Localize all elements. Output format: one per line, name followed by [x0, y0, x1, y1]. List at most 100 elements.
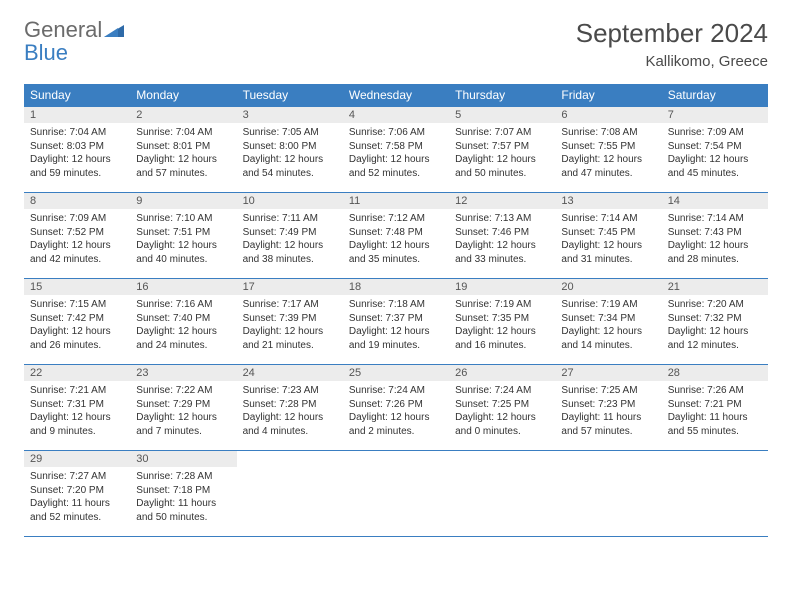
sunrise-text: Sunrise: 7:21 AM	[30, 384, 124, 398]
calendar-cell: 30Sunrise: 7:28 AMSunset: 7:18 PMDayligh…	[130, 451, 236, 537]
day-number: 28	[662, 365, 768, 381]
calendar-cell: 22Sunrise: 7:21 AMSunset: 7:31 PMDayligh…	[24, 365, 130, 451]
sunset-text: Sunset: 7:26 PM	[349, 398, 443, 412]
daylight-text-1: Daylight: 12 hours	[243, 239, 337, 253]
day-number: 10	[237, 193, 343, 209]
daylight-text-2: and 52 minutes.	[349, 167, 443, 181]
daylight-text-2: and 52 minutes.	[30, 511, 124, 525]
daylight-text-2: and 24 minutes.	[136, 339, 230, 353]
sunset-text: Sunset: 7:35 PM	[455, 312, 549, 326]
day-number: 6	[555, 107, 661, 123]
calendar-cell: 11Sunrise: 7:12 AMSunset: 7:48 PMDayligh…	[343, 193, 449, 279]
day-number: 29	[24, 451, 130, 467]
sunrise-text: Sunrise: 7:04 AM	[30, 126, 124, 140]
daylight-text-1: Daylight: 12 hours	[668, 153, 762, 167]
day-details: Sunrise: 7:08 AMSunset: 7:55 PMDaylight:…	[555, 123, 661, 186]
weekday-header: Tuesday	[237, 84, 343, 107]
daylight-text-2: and 50 minutes.	[136, 511, 230, 525]
daylight-text-1: Daylight: 12 hours	[349, 153, 443, 167]
sunrise-text: Sunrise: 7:20 AM	[668, 298, 762, 312]
day-details: Sunrise: 7:04 AMSunset: 8:03 PMDaylight:…	[24, 123, 130, 186]
day-details: Sunrise: 7:26 AMSunset: 7:21 PMDaylight:…	[662, 381, 768, 444]
calendar-cell	[555, 451, 661, 537]
day-details: Sunrise: 7:09 AMSunset: 7:54 PMDaylight:…	[662, 123, 768, 186]
day-number: 1	[24, 107, 130, 123]
month-title: September 2024	[576, 18, 768, 49]
calendar-cell: 2Sunrise: 7:04 AMSunset: 8:01 PMDaylight…	[130, 107, 236, 193]
page: General Blue September 2024 Kallikomo, G…	[0, 0, 792, 555]
calendar-cell: 13Sunrise: 7:14 AMSunset: 7:45 PMDayligh…	[555, 193, 661, 279]
calendar-cell: 1Sunrise: 7:04 AMSunset: 8:03 PMDaylight…	[24, 107, 130, 193]
calendar-row: 15 Sunrise: 7:15 AMSunset: 7:42 PM Dayligh…	[24, 279, 768, 365]
day-number: 27	[555, 365, 661, 381]
daylight-text-2: and 50 minutes.	[455, 167, 549, 181]
sunset-text: Sunset: 7:29 PM	[136, 398, 230, 412]
calendar-cell: 3Sunrise: 7:05 AMSunset: 8:00 PMDaylight…	[237, 107, 343, 193]
daylight-text-1: Daylight: 12 hours	[561, 239, 655, 253]
daylight-text-1: Daylight: 11 hours	[561, 411, 655, 425]
daylight-text-2: and 59 minutes.	[30, 167, 124, 181]
sunset-text: Sunset: 8:01 PM	[136, 140, 230, 154]
daylight-text-1: Daylight: 12 hours	[561, 325, 655, 339]
sunrise-text: Sunrise: 7:05 AM	[243, 126, 337, 140]
calendar-cell: 18Sunrise: 7:18 AMSunset: 7:37 PMDayligh…	[343, 279, 449, 365]
sunset-text: Sunset: 7:28 PM	[243, 398, 337, 412]
sunset-text: Sunset: 7:32 PM	[668, 312, 762, 326]
sunrise-text: Sunrise: 7:14 AM	[561, 212, 655, 226]
sunset-text: Sunset: 7:18 PM	[136, 484, 230, 498]
daylight-text-1: Daylight: 11 hours	[30, 497, 124, 511]
calendar-cell: 17Sunrise: 7:17 AMSunset: 7:39 PMDayligh…	[237, 279, 343, 365]
sunset-text: Sunset: 7:45 PM	[561, 226, 655, 240]
sunrise-text: Sunrise: 7:27 AM	[30, 470, 124, 484]
sunset-text: Sunset: 7:23 PM	[561, 398, 655, 412]
day-details: Sunrise: 7:13 AMSunset: 7:46 PMDaylight:…	[449, 209, 555, 272]
calendar-cell: 21Sunrise: 7:20 AMSunset: 7:32 PMDayligh…	[662, 279, 768, 365]
daylight-text-2: and 54 minutes.	[243, 167, 337, 181]
calendar-cell	[662, 451, 768, 537]
weekday-header: Thursday	[449, 84, 555, 107]
daylight-text-2: and 16 minutes.	[455, 339, 549, 353]
calendar-cell	[449, 451, 555, 537]
day-number: 23	[130, 365, 236, 381]
daylight-text-1: Daylight: 12 hours	[30, 239, 124, 253]
daylight-text-2: and 31 minutes.	[561, 253, 655, 267]
title-block: September 2024 Kallikomo, Greece	[576, 18, 768, 70]
calendar-cell: 9Sunrise: 7:10 AMSunset: 7:51 PMDaylight…	[130, 193, 236, 279]
calendar-cell: 15Sunrise: 7:15 AMSunset: 7:42 PMDayligh…	[24, 279, 130, 365]
daylight-text-2: and 12 minutes.	[668, 339, 762, 353]
calendar-cell: 8Sunrise: 7:09 AMSunset: 7:52 PMDaylight…	[24, 193, 130, 279]
sunrise-text: Sunrise: 7:25 AM	[561, 384, 655, 398]
daylight-text-2: and 26 minutes.	[30, 339, 124, 353]
sunset-text: Sunset: 8:00 PM	[243, 140, 337, 154]
day-number: 12	[449, 193, 555, 209]
day-details: Sunrise: 7:16 AMSunset: 7:40 PMDaylight:…	[130, 295, 236, 358]
day-details: Sunrise: 7:24 AMSunset: 7:25 PMDaylight:…	[449, 381, 555, 444]
sunrise-text: Sunrise: 7:15 AM	[30, 298, 124, 312]
calendar-cell	[343, 451, 449, 537]
daylight-text-2: and 38 minutes.	[243, 253, 337, 267]
sunrise-text: Sunrise: 7:26 AM	[668, 384, 762, 398]
daylight-text-1: Daylight: 12 hours	[243, 153, 337, 167]
day-details: Sunrise: 7:11 AMSunset: 7:49 PMDaylight:…	[237, 209, 343, 272]
day-number: 21	[662, 279, 768, 295]
weekday-header: Friday	[555, 84, 661, 107]
logo-line1: General	[24, 17, 102, 42]
day-number: 15	[24, 279, 130, 295]
daylight-text-2: and 33 minutes.	[455, 253, 549, 267]
sunset-text: Sunset: 7:58 PM	[349, 140, 443, 154]
calendar-cell: 14Sunrise: 7:14 AMSunset: 7:43 PMDayligh…	[662, 193, 768, 279]
day-details: Sunrise: 7:24 AMSunset: 7:26 PMDaylight:…	[343, 381, 449, 444]
day-details: Sunrise: 7:07 AMSunset: 7:57 PMDaylight:…	[449, 123, 555, 186]
calendar-row: 1Sunrise: 7:04 AMSunset: 8:03 PMDaylight…	[24, 107, 768, 193]
daylight-text-1: Daylight: 12 hours	[455, 325, 549, 339]
sunrise-text: Sunrise: 7:22 AM	[136, 384, 230, 398]
calendar-cell: 5Sunrise: 7:07 AMSunset: 7:57 PMDaylight…	[449, 107, 555, 193]
calendar-cell: 16Sunrise: 7:16 AMSunset: 7:40 PMDayligh…	[130, 279, 236, 365]
sunrise-text: Sunrise: 7:07 AM	[455, 126, 549, 140]
sunrise-text: Sunrise: 7:24 AM	[349, 384, 443, 398]
sunset-text: Sunset: 8:03 PM	[30, 140, 124, 154]
calendar-row: 22Sunrise: 7:21 AMSunset: 7:31 PMDayligh…	[24, 365, 768, 451]
day-number: 4	[343, 107, 449, 123]
sunset-text: Sunset: 7:42 PM	[30, 312, 124, 326]
sunset-text: Sunset: 7:39 PM	[243, 312, 337, 326]
